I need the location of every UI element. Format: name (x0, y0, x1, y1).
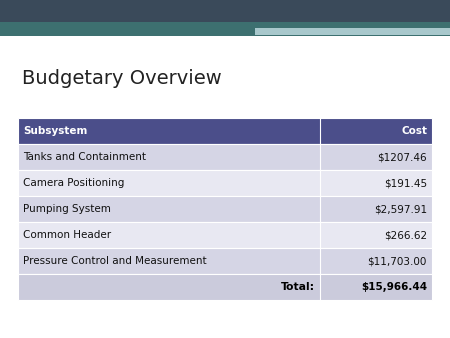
Text: $2,597.91: $2,597.91 (374, 204, 427, 214)
Bar (18, 118, 432, 144)
Text: $191.45: $191.45 (384, 178, 427, 188)
Text: Pumping System: Pumping System (23, 204, 111, 214)
Bar (18, 170, 432, 196)
Text: $266.62: $266.62 (384, 230, 427, 240)
Bar (18, 248, 432, 274)
Text: Camera Positioning: Camera Positioning (23, 178, 124, 188)
Text: Subsystem: Subsystem (23, 126, 87, 136)
Bar (0, 22, 450, 36)
Bar (18, 274, 432, 300)
Bar (18, 196, 432, 222)
Text: Cost: Cost (401, 126, 427, 136)
Text: $15,966.44: $15,966.44 (361, 282, 427, 292)
Text: Budgetary Overview: Budgetary Overview (22, 69, 222, 88)
Bar (255, 28, 450, 35)
Bar (0, 0, 450, 22)
Bar (18, 222, 432, 248)
Text: Common Header: Common Header (23, 230, 111, 240)
Text: $1207.46: $1207.46 (378, 152, 427, 162)
Text: Total:: Total: (281, 282, 315, 292)
Text: Tanks and Containment: Tanks and Containment (23, 152, 146, 162)
Text: $11,703.00: $11,703.00 (368, 256, 427, 266)
Bar (18, 144, 432, 170)
Text: Pressure Control and Measurement: Pressure Control and Measurement (23, 256, 207, 266)
